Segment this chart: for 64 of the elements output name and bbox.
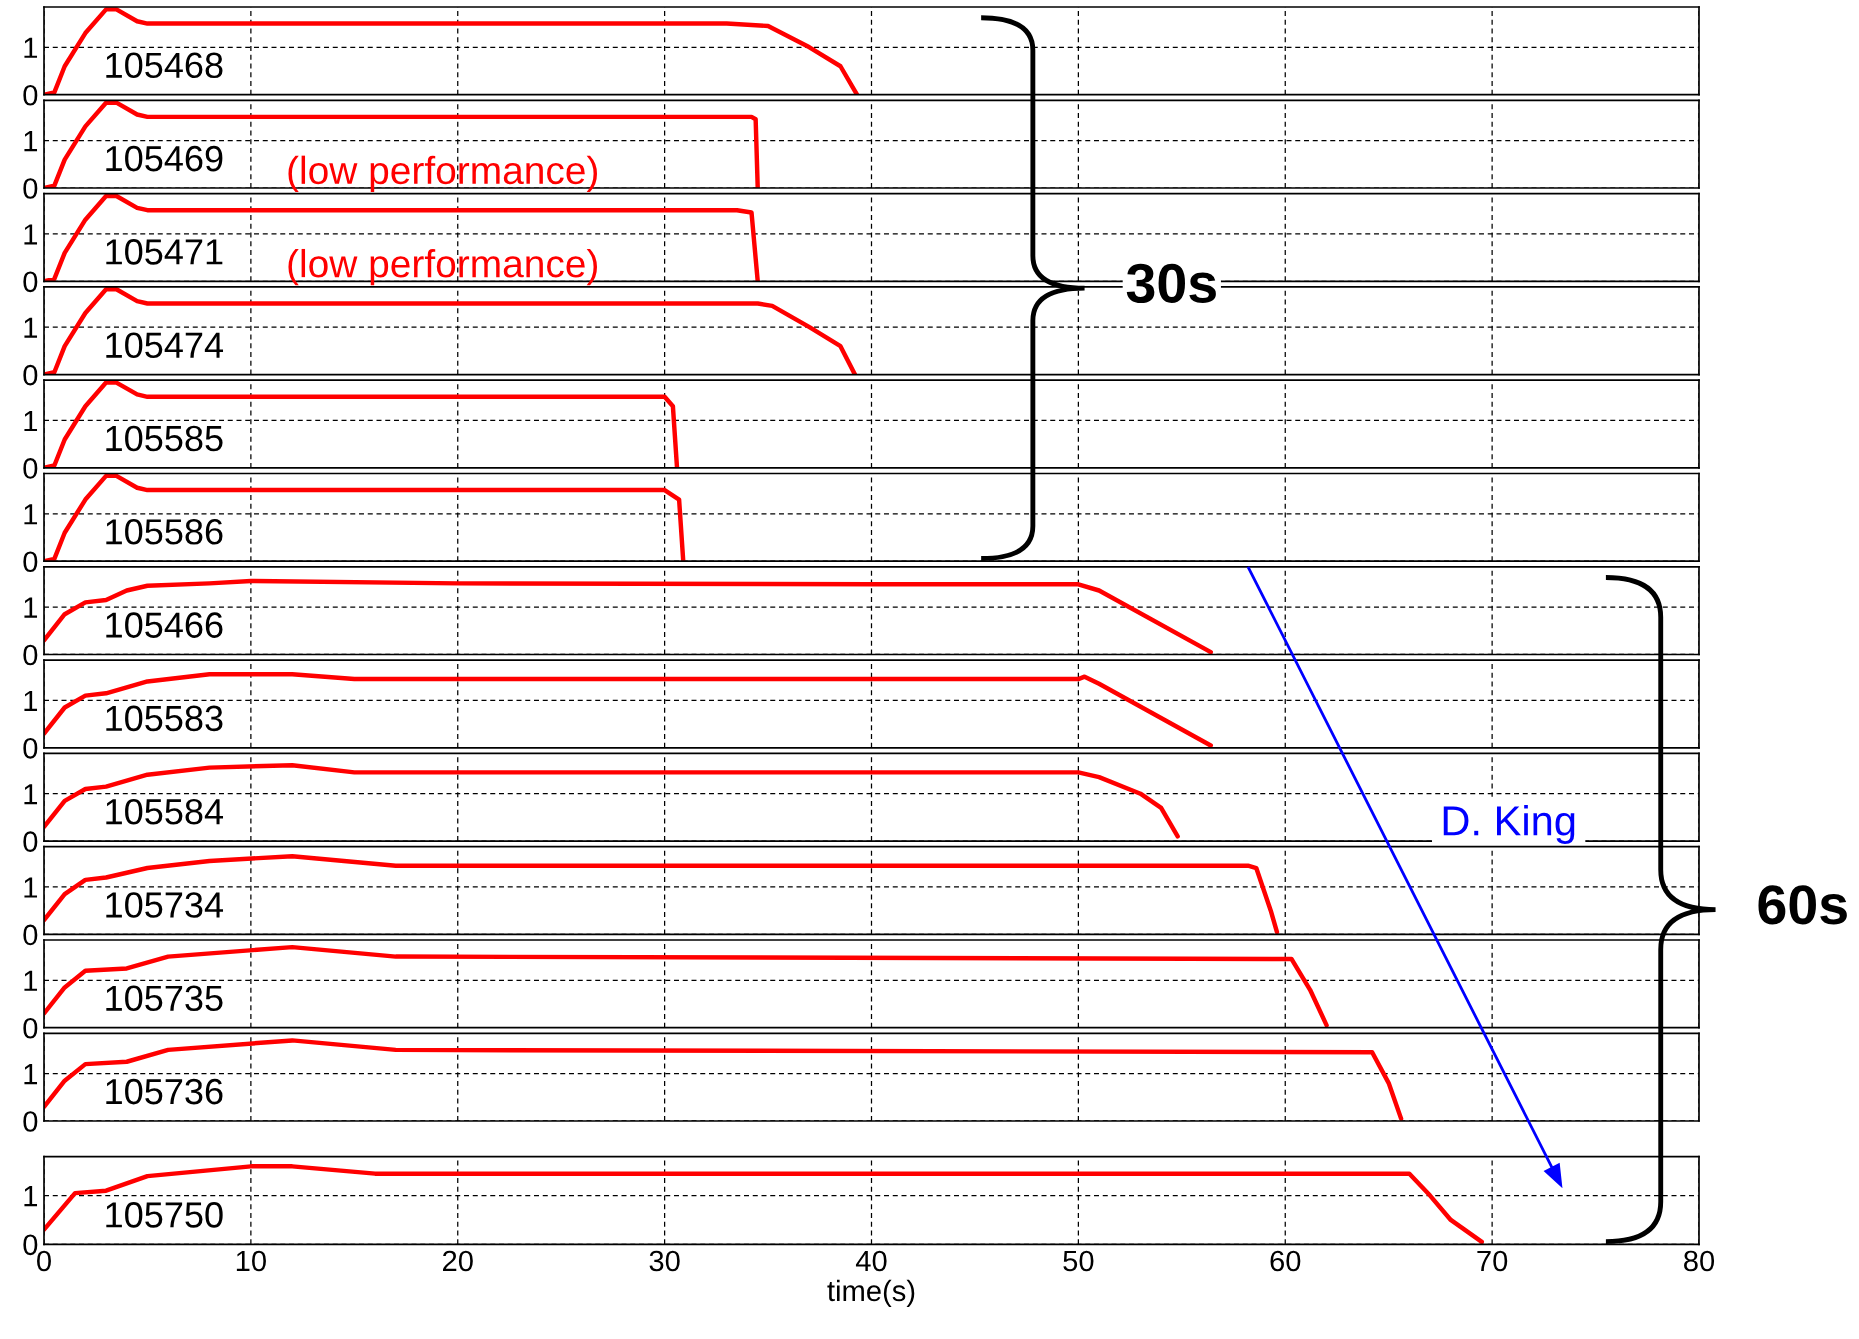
line-series — [44, 473, 686, 562]
y-tick-label: 1 — [24, 224, 38, 245]
y-tick-label: 1 — [24, 411, 38, 432]
text: 60s — [1758, 885, 1847, 925]
series-label: 105468 — [106, 52, 223, 79]
y-tick-label: 1 — [24, 784, 38, 805]
line-series — [44, 672, 1213, 748]
line-series — [44, 763, 1180, 839]
y-tick-label: 1 — [24, 970, 38, 991]
y-tick-label: 1 — [24, 1064, 38, 1085]
x-tick-label: 50 — [1063, 1250, 1094, 1272]
y-tick-label: 0 — [23, 458, 38, 479]
series-label: 105471 — [106, 239, 223, 265]
y-tick-label: 1 — [24, 131, 38, 152]
line-series — [44, 853, 1280, 935]
y-tick-label: 0 — [23, 178, 38, 199]
x-tick-label: 80 — [1684, 1250, 1715, 1272]
x-tick-label: 10 — [236, 1250, 266, 1272]
x-tick-label: 30 — [649, 1250, 680, 1272]
annotation: D. King — [1443, 805, 1575, 844]
y-tick-label: 0 — [23, 738, 38, 759]
series-label: 105734 — [106, 892, 224, 918]
series-label: 105736 — [106, 1078, 223, 1105]
series-label: 105583 — [106, 705, 223, 732]
x-tick-label: 20 — [443, 1250, 473, 1272]
series-label: 105585 — [106, 425, 223, 452]
y-tick-label: 0 — [23, 924, 38, 946]
y-tick-label: 1 — [24, 690, 38, 711]
line-series — [44, 944, 1329, 1028]
series-label: 105735 — [106, 985, 223, 1012]
y-tick-label: 0 — [23, 1017, 38, 1039]
line-series — [44, 287, 858, 375]
line-series — [44, 380, 680, 468]
y-tick-label: 0 — [23, 271, 38, 293]
y-tick-label: 0 — [23, 831, 38, 852]
y-tick-label: 0 — [23, 644, 38, 666]
annotation: (low performance) — [288, 248, 597, 286]
x-tick-label: 70 — [1477, 1250, 1508, 1272]
y-tick-label: 1 — [24, 877, 38, 898]
y-tick-label: 1 — [24, 504, 38, 525]
line-series — [44, 1038, 1404, 1121]
y-tick-label: 1 — [24, 1186, 38, 1207]
y-tick-label: 0 — [23, 551, 38, 573]
x-tick-label: 40 — [855, 1250, 887, 1272]
series-label: 105466 — [106, 612, 223, 638]
annotation: 30s — [1126, 263, 1216, 304]
y-tick-label: 0 — [23, 84, 38, 106]
y-tick-label: 0 — [23, 1111, 38, 1132]
line-series — [44, 578, 1213, 655]
y-tick-label: 1 — [24, 317, 38, 338]
y-tick-label: 0 — [23, 1234, 38, 1256]
y-tick-label: 1 — [24, 37, 38, 58]
line-series — [44, 1164, 1484, 1245]
line-series — [44, 7, 860, 95]
series-label: 105750 — [106, 1202, 223, 1228]
series-label: 105469 — [106, 145, 223, 172]
x-axis-title: time(s) — [827, 1279, 915, 1307]
y-tick-label: 1 — [24, 597, 38, 618]
y-tick-label: 0 — [23, 364, 38, 386]
series-label: 105586 — [106, 519, 223, 545]
annotation: (low performance) — [288, 155, 597, 192]
series-label: 105474 — [106, 332, 224, 358]
x-tick-label: 60 — [1270, 1250, 1301, 1272]
series-label: 105584 — [106, 798, 224, 825]
